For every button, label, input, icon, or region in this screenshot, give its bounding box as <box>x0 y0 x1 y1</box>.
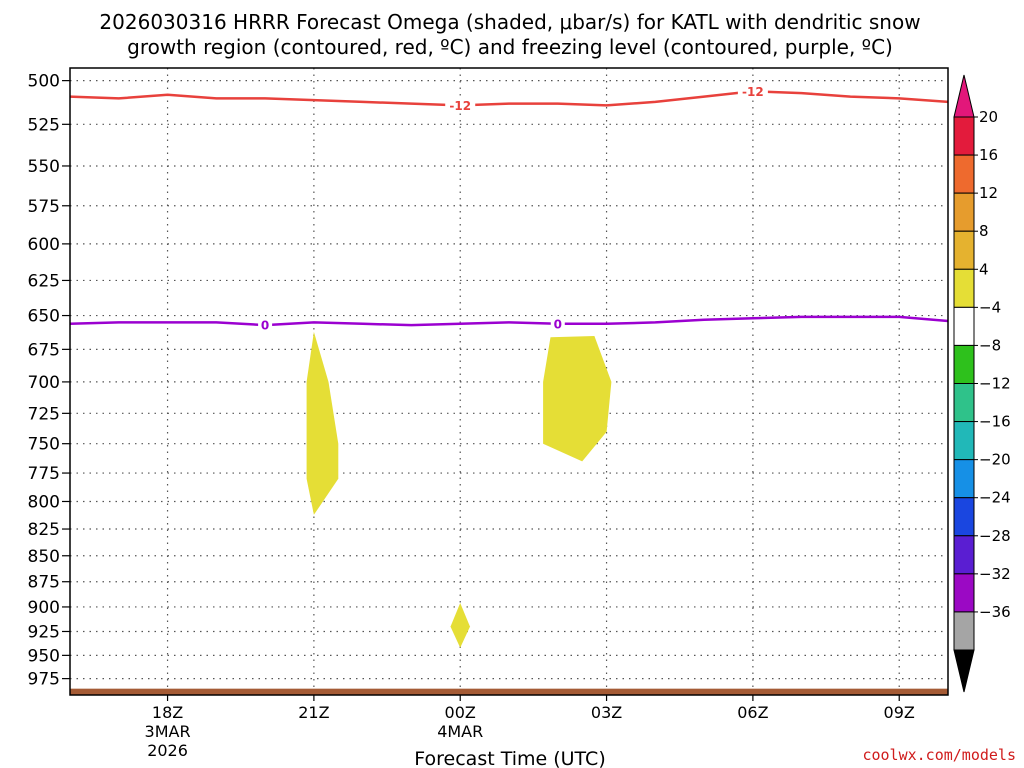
y-tick-label: 625 <box>28 271 60 291</box>
contour-label-bg <box>550 315 565 332</box>
y-tick-label: 700 <box>28 373 60 393</box>
colorbar-swatch <box>953 383 975 423</box>
contour-label: -12 <box>449 99 471 113</box>
colorbar-swatch <box>953 230 975 270</box>
omega-shaded-region <box>543 336 612 462</box>
x-tick-year: 2026 <box>147 741 188 760</box>
colorbar-label: −36 <box>979 603 1011 621</box>
colorbar-swatch <box>953 535 975 575</box>
colorbar-swatch <box>953 268 975 308</box>
colorbar-label: −20 <box>979 451 1011 469</box>
colorbar-label: −24 <box>979 489 1011 507</box>
colorbar-label: 8 <box>979 222 989 240</box>
y-tick-label: 925 <box>28 622 60 642</box>
y-tick-label: 600 <box>28 235 60 255</box>
y-tick-label: 550 <box>28 157 60 177</box>
y-tick-label: 500 <box>28 72 60 92</box>
x-tick-label: 18Z <box>152 703 183 722</box>
credit-text: coolwx.com/models <box>862 746 1016 764</box>
y-tick-label: 750 <box>28 435 60 455</box>
colorbar-swatch <box>953 344 975 384</box>
chart-title-line1: 2026030316 HRRR Forecast Omega (shaded, … <box>99 10 920 34</box>
y-tick-label: 725 <box>28 404 60 424</box>
x-axis-label: Forecast Time (UTC) <box>414 748 605 768</box>
terrain-layer <box>70 688 948 695</box>
y-tick-label: 875 <box>28 573 60 593</box>
omega-shaded-region <box>450 603 470 648</box>
colorbar-swatch <box>953 116 975 156</box>
colorbar-swatch <box>953 306 975 346</box>
omega-shaded-region <box>306 331 339 515</box>
colorbar-label: −12 <box>979 375 1011 393</box>
x-tick-date: 4MAR <box>437 722 483 741</box>
y-tick-label: 975 <box>28 670 60 690</box>
x-tick-label: 09Z <box>884 703 915 722</box>
contour-line <box>69 315 949 327</box>
terrain-fill <box>70 688 948 695</box>
y-axis-ticks: 500 525 550 575 600 625 650 675 700 725 750 775 800 8… <box>28 72 70 690</box>
omega-shading <box>306 331 612 648</box>
colorbar-top-arrow <box>953 74 975 118</box>
y-tick-label: 525 <box>28 115 60 135</box>
x-tick-label: 06Z <box>737 703 768 722</box>
colorbar-label: 16 <box>979 146 998 164</box>
colorbar-swatch <box>953 497 975 537</box>
colorbar-swatch <box>953 459 975 499</box>
y-tick-label: 825 <box>28 520 60 540</box>
y-tick-label: 575 <box>28 197 60 217</box>
grid-lines <box>70 68 948 695</box>
y-tick-label: 900 <box>28 598 60 618</box>
colorbar-bottom-arrow <box>953 649 975 693</box>
colorbar-label: −32 <box>979 565 1011 583</box>
y-tick-label: 950 <box>28 646 60 666</box>
y-tick-label: 675 <box>28 340 60 360</box>
contour-label-bg <box>445 97 476 114</box>
colorbar-swatch <box>953 573 975 613</box>
contour-label: 0 <box>261 319 269 333</box>
contour-line <box>69 90 949 107</box>
chart-title-line2: growth region (contoured, red, ºC) and f… <box>127 35 893 59</box>
colorbar-label: 4 <box>979 260 989 278</box>
colorbar: 20 16 12 8 4 −4 −8 −12 −16 −20 −24 −28 −32 −36 <box>953 74 1011 693</box>
colorbar-label: 12 <box>979 184 998 202</box>
plot-frame <box>69 67 949 696</box>
colorbar-label: 20 <box>979 108 998 126</box>
x-tick-label: 03Z <box>591 703 622 722</box>
colorbar-label: −8 <box>979 336 1001 354</box>
colorbar-label: −4 <box>979 298 1001 316</box>
colorbar-label: −16 <box>979 413 1011 431</box>
colorbar-swatch <box>953 611 975 651</box>
y-tick-label: 800 <box>28 492 60 512</box>
contour-label-bg <box>737 83 768 100</box>
contour-label: 0 <box>554 317 562 331</box>
colorbar-swatch <box>953 421 975 461</box>
colorbar-label: −28 <box>979 527 1011 545</box>
x-tick-date: 3MAR <box>145 722 191 741</box>
colorbar-swatch <box>953 154 975 194</box>
contour-lines: -12 -12 0 0 <box>69 83 949 334</box>
contour-label: -12 <box>742 85 764 99</box>
y-tick-label: 775 <box>28 464 60 484</box>
x-tick-label: 00Z <box>445 703 476 722</box>
y-tick-label: 650 <box>28 307 60 327</box>
y-tick-label: 850 <box>28 547 60 567</box>
colorbar-swatch <box>953 192 975 232</box>
contour-label-bg <box>258 317 273 334</box>
x-tick-label: 21Z <box>298 703 329 722</box>
